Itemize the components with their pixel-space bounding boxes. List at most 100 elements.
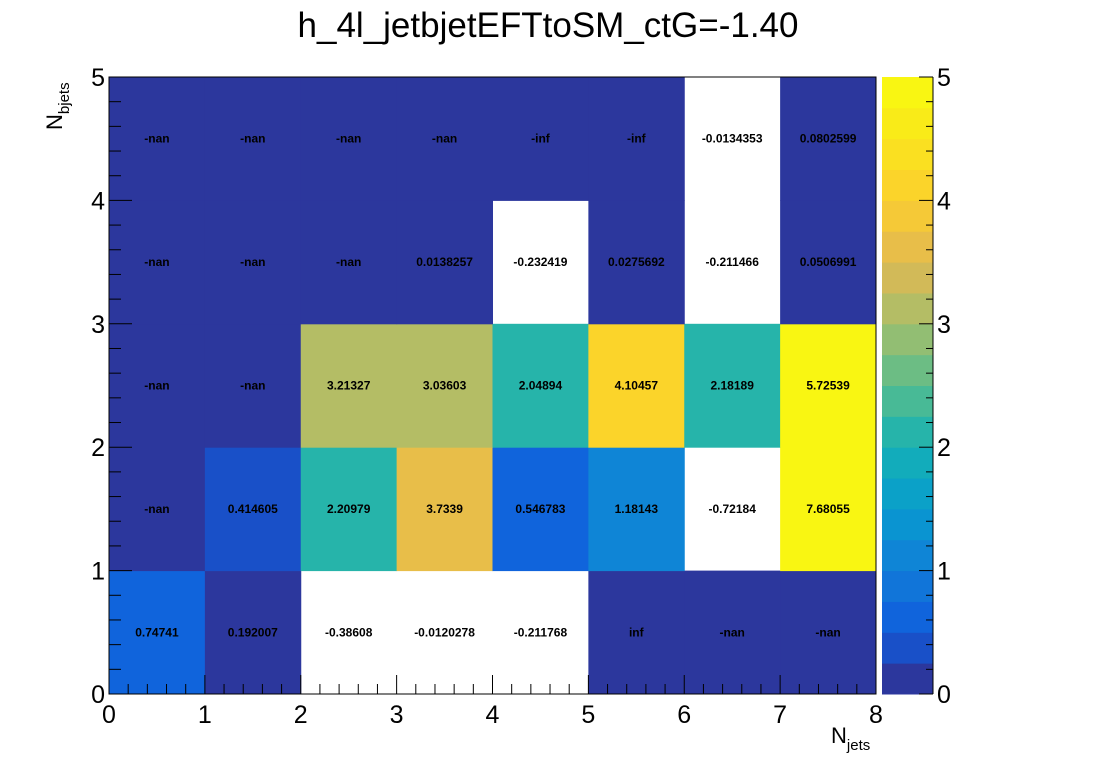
y-tick-label: 2 <box>91 434 105 462</box>
heatmap-cells <box>109 77 877 695</box>
x-tick-label: 3 <box>390 701 404 729</box>
heatmap-cell-6-0 <box>684 570 781 695</box>
colorbar-level <box>882 416 933 448</box>
cell-value-label: -inf <box>627 132 647 146</box>
heatmap-cell-7-0 <box>780 570 877 695</box>
z-tick-label: 1 <box>937 558 951 586</box>
colorbar-level <box>882 200 933 232</box>
cell-value-label: -nan <box>240 255 265 269</box>
cell-value-label: -0.0134353 <box>702 132 763 146</box>
x-axis-label: Njets <box>831 723 870 754</box>
colorbar-level <box>882 508 933 541</box>
cell-value-label: 1.18143 <box>615 502 659 516</box>
heatmap-cell-2-2 <box>300 323 398 448</box>
cell-value-label: 2.18189 <box>710 379 754 393</box>
colorbar-level <box>882 292 933 325</box>
colorbar-level <box>882 354 933 386</box>
x-axis: 0 1 2 3 4 5 6 7 8 <box>102 675 883 729</box>
colorbar-level <box>882 169 933 201</box>
heatmap-cell-3-4 <box>396 77 493 201</box>
y-tick-label: 0 <box>91 681 105 709</box>
cell-value-label: 0.192007 <box>228 625 278 639</box>
y-tick-label: 4 <box>91 187 105 215</box>
cell-value-label: 3.03603 <box>423 379 467 393</box>
heatmap-cell-5-0 <box>588 570 685 695</box>
heatmap-cell-4-1 <box>492 447 589 572</box>
heatmap-cell-5-2 <box>588 323 685 448</box>
colorbar-level <box>882 231 933 263</box>
cell-value-label: -0.232419 <box>513 255 567 269</box>
x-tick-label: 0 <box>102 701 116 729</box>
heatmap-cell-1-3 <box>204 200 302 325</box>
cell-value-label: inf <box>629 625 645 639</box>
cell-value-label: -nan <box>240 379 265 393</box>
z-tick-label: 3 <box>937 311 951 339</box>
cell-value-label: 2.04894 <box>519 379 563 393</box>
heatmap-cell-2-3 <box>300 200 398 325</box>
cell-value-label: -nan <box>432 132 457 146</box>
heatmap-cell-1-1 <box>204 447 302 572</box>
cell-value-label: 0.0802599 <box>800 132 857 146</box>
cell-value-label: -0.211768 <box>514 625 568 639</box>
heatmap-cell-1-0 <box>204 570 302 695</box>
x-tick-label: 2 <box>294 701 308 729</box>
y-tick-label: 5 <box>91 64 105 92</box>
cell-value-label: -nan <box>720 625 745 639</box>
cell-value-label: -inf <box>531 132 551 146</box>
cell-value-label: 0.0506991 <box>800 255 857 269</box>
cell-value-label: 2.20979 <box>327 502 371 516</box>
heatmap-cell-3-2 <box>396 323 493 448</box>
colorbar-level <box>882 478 933 510</box>
color-scale-bar <box>882 77 933 695</box>
z-tick-label: 0 <box>937 681 951 709</box>
y-axis: 0 1 2 3 4 5 <box>91 64 132 709</box>
x-tick-label: 5 <box>581 701 595 729</box>
cell-value-label: 5.72539 <box>806 379 850 393</box>
cell-value-label: -0.72184 <box>709 502 757 516</box>
cell-value-label: -nan <box>144 132 169 146</box>
y-axis-label: Nbjets <box>42 82 73 130</box>
cell-value-label: -nan <box>336 255 361 269</box>
cell-value-label: 0.0275692 <box>608 255 665 269</box>
heatmap-cell-6-2 <box>684 323 781 448</box>
y-tick-label: 3 <box>91 311 105 339</box>
cell-value-label: 0.74741 <box>135 625 179 639</box>
heatmap-cell-1-4 <box>204 77 302 201</box>
heatmap-cell-1-2 <box>204 323 302 448</box>
cell-value-label: -nan <box>144 255 169 269</box>
heatmap-cell-5-1 <box>588 447 685 572</box>
colorbar-level <box>882 323 933 356</box>
heatmap-cell-0-3 <box>109 200 206 325</box>
heatmap-cell-2-1 <box>300 447 398 572</box>
cell-value-label: -nan <box>336 132 361 146</box>
heatmap-cell-7-4 <box>780 77 877 201</box>
heatmap-cell-0-2 <box>109 323 206 448</box>
colorbar-level <box>882 107 933 140</box>
heatmap-cell-0-4 <box>109 77 206 201</box>
colorbar-level <box>882 601 933 633</box>
heatmap-cell-4-2 <box>492 323 589 448</box>
cell-value-label: -0.38608 <box>325 625 373 639</box>
cell-value-label: -nan <box>240 132 265 146</box>
colorbar-level <box>882 539 933 572</box>
cell-value-label: -nan <box>144 379 169 393</box>
cell-value-label: -nan <box>815 625 840 639</box>
heatmap-cell-0-1 <box>109 447 206 572</box>
y-tick-label: 1 <box>91 558 105 586</box>
cell-value-label: 3.7339 <box>426 502 463 516</box>
heatmap-cell-5-3 <box>588 200 685 325</box>
z-tick-label: 5 <box>937 64 951 92</box>
cell-value-label: -0.0120278 <box>414 625 475 639</box>
colorbar-level <box>882 570 933 602</box>
cell-value-label: -nan <box>144 502 169 516</box>
colorbar-level <box>882 447 933 479</box>
x-tick-label: 1 <box>198 701 212 729</box>
chart-title: h_4l_jetbjetEFTtoSM_ctG=-1.40 <box>298 6 799 45</box>
colorbar-level <box>882 138 933 171</box>
cell-value-label: 0.546783 <box>515 502 565 516</box>
heatmap-cell-2-4 <box>300 77 398 201</box>
colorbar-level <box>882 663 933 695</box>
cell-value-label: 4.10457 <box>615 379 659 393</box>
heatmap-cell-0-0 <box>109 570 206 695</box>
colorbar-level <box>882 385 933 417</box>
